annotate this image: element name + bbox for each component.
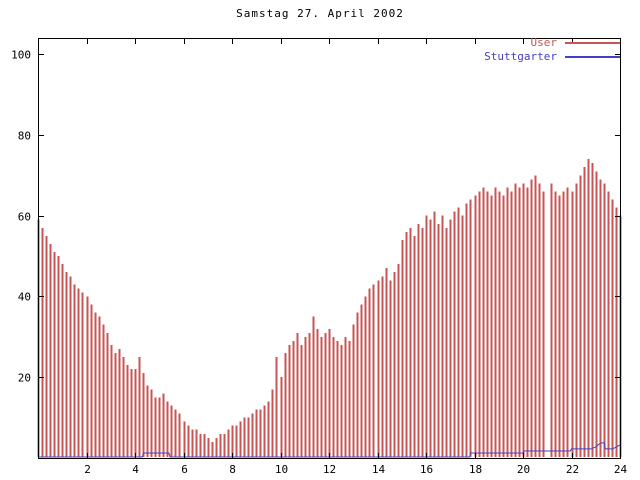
x-tick-label: 8 [229, 463, 236, 476]
legend-line-sample-user [565, 41, 620, 44]
legend-label-user: User [530, 36, 558, 49]
y-tick-label: 100 [11, 49, 31, 62]
plot-border [38, 38, 621, 459]
x-tick-label: 6 [181, 463, 188, 476]
y-tick-label: 20 [18, 372, 31, 385]
x-tick-label: 18 [469, 463, 482, 476]
x-tick-label: 22 [566, 463, 579, 476]
legend: User Stuttgarter [484, 37, 620, 62]
legend-line-sample-stuttgarter [565, 55, 620, 58]
x-tick-label: 20 [517, 463, 530, 476]
y-tick-label: 80 [18, 130, 31, 143]
y-tick-label: 60 [18, 211, 31, 224]
x-tick-label: 12 [323, 463, 336, 476]
legend-item-stuttgarter: Stuttgarter [484, 51, 620, 62]
x-tick-label: 2 [84, 463, 91, 476]
x-tick-label: 4 [132, 463, 139, 476]
x-tick-label: 14 [372, 463, 386, 476]
x-tick-label: 24 [614, 463, 628, 476]
y-tick-label: 40 [18, 291, 31, 304]
legend-label-stuttgarter: Stuttgarter [484, 50, 557, 63]
legend-item-user: User [530, 36, 620, 49]
stuttgarter-line [38, 442, 621, 458]
x-tick-label: 16 [420, 463, 433, 476]
chart-title: Samstag 27. April 2002 [236, 7, 404, 20]
x-tick-label: 10 [275, 463, 288, 476]
